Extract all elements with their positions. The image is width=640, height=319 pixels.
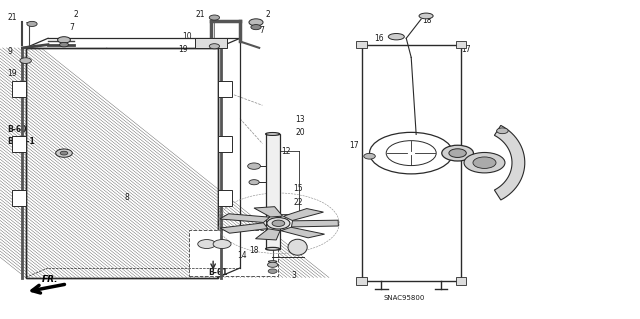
Circle shape	[60, 151, 68, 155]
Circle shape	[60, 42, 68, 47]
Circle shape	[464, 152, 505, 173]
Polygon shape	[220, 214, 270, 222]
Bar	[218, 81, 232, 97]
Circle shape	[56, 149, 72, 157]
Text: 1: 1	[416, 152, 420, 161]
Bar	[12, 190, 26, 206]
Circle shape	[268, 262, 278, 267]
Circle shape	[442, 145, 474, 161]
Ellipse shape	[266, 248, 280, 250]
Circle shape	[449, 149, 467, 158]
Polygon shape	[284, 209, 323, 220]
Bar	[356, 41, 367, 48]
Text: 7: 7	[69, 23, 74, 32]
Text: 19: 19	[178, 45, 188, 54]
Text: 17: 17	[461, 45, 470, 54]
Circle shape	[213, 240, 231, 249]
Text: 16: 16	[374, 34, 384, 43]
Text: 8: 8	[125, 193, 129, 202]
Text: 2: 2	[74, 10, 78, 19]
Circle shape	[268, 269, 277, 273]
Text: 18: 18	[422, 16, 432, 25]
Polygon shape	[291, 220, 339, 227]
Circle shape	[248, 163, 260, 169]
Text: 3: 3	[291, 271, 296, 280]
Bar	[26, 48, 218, 278]
Bar	[356, 277, 367, 285]
Bar	[195, 38, 227, 48]
Text: 20: 20	[296, 128, 305, 137]
Polygon shape	[254, 207, 283, 217]
Text: 22: 22	[293, 198, 303, 207]
Circle shape	[364, 153, 375, 159]
Text: 18: 18	[250, 246, 259, 255]
Circle shape	[249, 180, 259, 185]
Text: 15: 15	[293, 184, 303, 193]
Circle shape	[251, 25, 261, 30]
Circle shape	[20, 58, 31, 63]
Text: 5: 5	[426, 134, 431, 143]
Circle shape	[267, 218, 290, 229]
Bar	[456, 277, 466, 285]
Text: FR.: FR.	[42, 275, 58, 284]
Bar	[12, 136, 26, 152]
Bar	[218, 136, 232, 152]
Circle shape	[27, 21, 37, 26]
Circle shape	[209, 15, 220, 20]
Text: 13: 13	[296, 115, 305, 124]
Circle shape	[198, 240, 216, 249]
Text: 14: 14	[237, 251, 246, 260]
Polygon shape	[220, 223, 268, 233]
Circle shape	[249, 19, 263, 26]
Circle shape	[473, 157, 496, 168]
Polygon shape	[494, 125, 525, 200]
Text: 9: 9	[8, 47, 13, 56]
Text: B-60-1: B-60-1	[8, 137, 35, 146]
Circle shape	[272, 220, 285, 226]
Bar	[26, 48, 218, 278]
Ellipse shape	[419, 13, 433, 19]
Text: 10: 10	[182, 32, 192, 41]
Text: 12: 12	[282, 147, 291, 156]
Text: 7: 7	[259, 26, 264, 35]
Circle shape	[497, 128, 508, 134]
Bar	[456, 41, 466, 48]
Bar	[362, 45, 461, 281]
Text: 17: 17	[349, 141, 358, 150]
Bar	[266, 134, 280, 249]
Text: B-61: B-61	[208, 268, 227, 277]
Text: 11: 11	[58, 149, 67, 158]
Polygon shape	[281, 227, 324, 238]
Text: B-60: B-60	[8, 125, 27, 134]
Text: 21: 21	[8, 13, 17, 22]
Ellipse shape	[288, 239, 307, 255]
Bar	[218, 190, 232, 206]
Bar	[12, 81, 26, 97]
Ellipse shape	[268, 261, 277, 263]
Text: SNAC95800: SNAC95800	[384, 295, 426, 301]
Text: 6: 6	[499, 131, 504, 140]
Circle shape	[58, 37, 70, 43]
Bar	[189, 230, 278, 276]
Text: 21: 21	[195, 10, 205, 19]
Ellipse shape	[388, 33, 404, 40]
Polygon shape	[255, 229, 280, 240]
Ellipse shape	[266, 133, 280, 135]
Circle shape	[209, 44, 220, 49]
Text: 19: 19	[8, 69, 17, 78]
Text: 2: 2	[266, 10, 270, 19]
Text: 4: 4	[426, 193, 431, 202]
